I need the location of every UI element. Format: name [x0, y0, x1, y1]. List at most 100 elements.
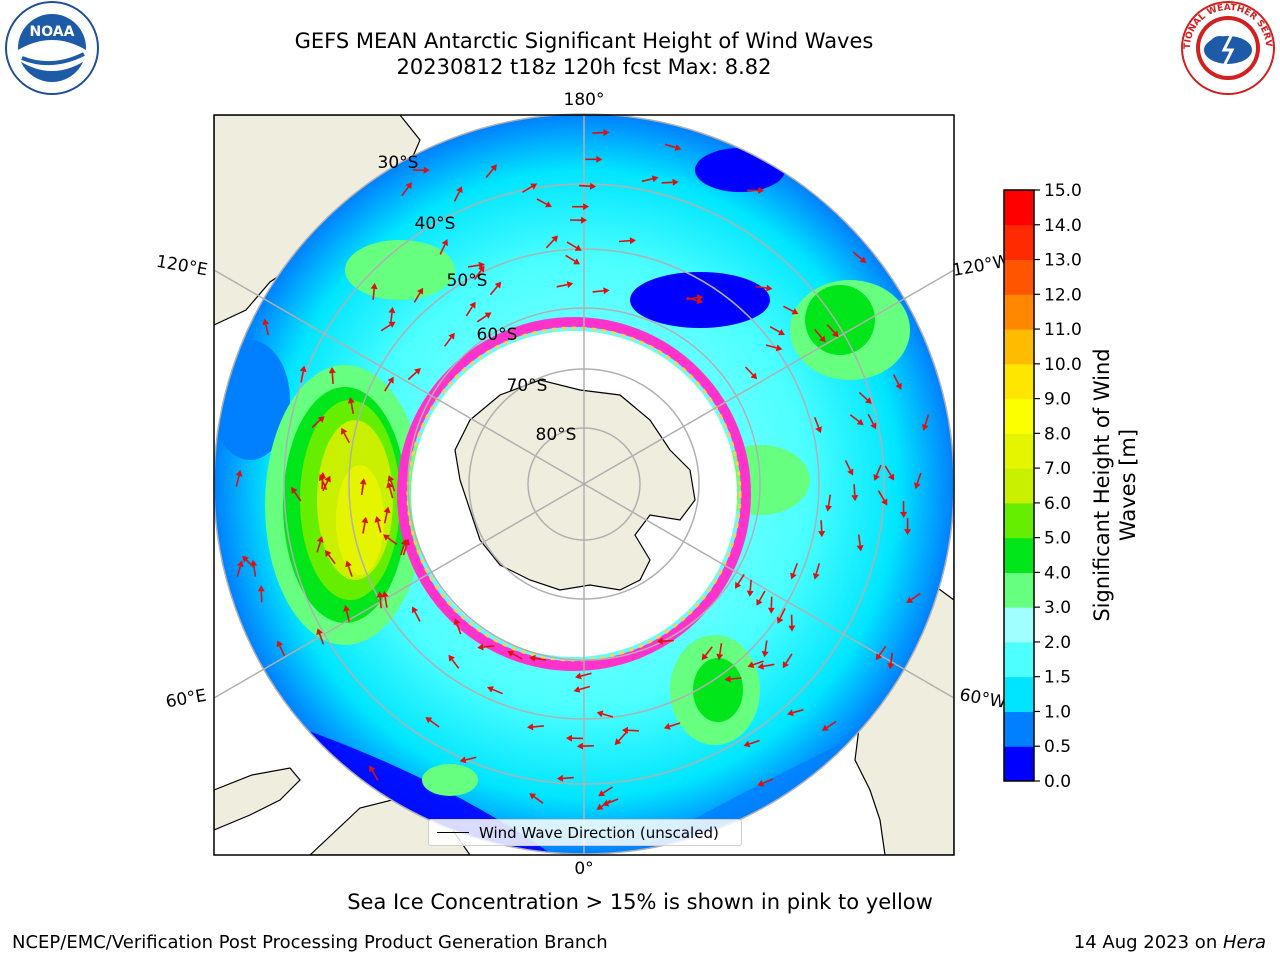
wave-arrow-shaft — [764, 640, 768, 652]
wave-arrow-head — [387, 475, 395, 482]
wave-arrow-shaft — [924, 414, 930, 426]
wave-arrow-head — [386, 481, 393, 489]
wave-arrow-head — [663, 723, 671, 730]
wave-arrow-shaft — [318, 633, 325, 645]
lon-label-60e: 60°E — [164, 686, 208, 713]
footer-date-text: 14 Aug 2023 on — [1073, 932, 1223, 953]
lat-label-70s: 70°S — [507, 376, 548, 396]
wave-arrow-shaft — [562, 776, 574, 780]
colorbar-block — [1004, 190, 1034, 226]
wave-arrow-shaft — [384, 381, 392, 392]
lat-label-60s: 60°S — [477, 325, 518, 345]
wave-arrow-head — [583, 203, 590, 211]
wave-arrow-head — [347, 397, 355, 404]
wave-arrow-head — [529, 654, 536, 662]
wave-arrow-head — [361, 516, 369, 524]
wave-arrow-head — [262, 318, 270, 326]
wave-arrow-shaft — [814, 328, 823, 339]
wave-arrow-head — [750, 372, 758, 380]
colorbar-block — [1004, 363, 1034, 400]
wave-arrow-head — [757, 780, 765, 787]
wave-arrow-head — [787, 709, 794, 717]
wave-arrow-head — [383, 534, 390, 541]
wave-arrow-shaft — [592, 290, 604, 293]
wave-arrow-head — [478, 261, 485, 269]
wave-arrow-head — [441, 239, 448, 246]
wave-arrow-head — [888, 473, 895, 481]
wave-arrow-shaft — [878, 645, 887, 656]
colorbar-block — [1004, 607, 1034, 643]
wave-arrow-shaft — [492, 688, 504, 695]
wave-arrow-shaft — [387, 537, 398, 545]
wave-arrow-shaft — [483, 645, 495, 648]
wave-arrow-head — [735, 581, 742, 589]
wave-arrow-head — [325, 550, 332, 557]
wave-arrow-shaft — [826, 324, 836, 334]
wave-arrow-head — [566, 734, 572, 742]
lon-label-120e: 120°E — [155, 252, 209, 281]
noaa-logo-text: NOAA — [30, 24, 75, 40]
wave-arrow-head — [324, 475, 331, 483]
wave-arrow-shaft — [566, 241, 577, 249]
colorbar-block — [1004, 329, 1034, 365]
wave-arrow-shaft — [360, 483, 364, 496]
colorbar-tick-label: 7.0 — [1044, 459, 1071, 479]
wave-arrow-head — [478, 265, 485, 273]
wave-arrow-head — [236, 560, 244, 568]
wave-arrow-shaft — [769, 326, 781, 333]
wave-arrow-shaft — [890, 652, 894, 664]
wave-arrow-head — [906, 596, 914, 603]
wave-arrow-head — [621, 726, 629, 734]
wave-arrow-head — [656, 637, 663, 645]
lat-label-40s: 40°S — [415, 214, 456, 234]
wave-arrow-head — [856, 418, 864, 426]
wave-arrow-head — [767, 607, 775, 614]
wave-arrow-shaft — [236, 565, 242, 577]
wave-arrow-shaft — [383, 512, 388, 524]
wave-arrow-shaft — [669, 722, 681, 728]
wave-arrow-head — [614, 738, 622, 746]
wave-arrow-head — [775, 344, 783, 352]
wave-arrow-shaft — [371, 770, 379, 781]
colorbar-label: Significant Height of Wind Waves [m] — [1090, 348, 1140, 622]
wave-arrow-shaft — [858, 391, 868, 401]
sea-ice-caption: Sea Ice Concentration > 15% is shown in … — [347, 890, 933, 914]
wave-arrow-head — [369, 765, 376, 773]
lon-label-180: 180° — [564, 90, 605, 110]
colorbar-tick-label: 11.0 — [1044, 320, 1082, 340]
wave-arrow-head — [851, 495, 859, 502]
wave-arrow-head — [815, 426, 822, 434]
wave-arrow-head — [602, 799, 610, 807]
wave-arrow-shaft — [618, 732, 627, 742]
wave-arrow-head — [900, 511, 908, 518]
colorbar-outline — [1003, 189, 1035, 782]
wave-arrow-shaft — [390, 480, 396, 492]
wave-arrow-shaft — [783, 305, 794, 313]
wave-arrow-head — [411, 606, 418, 614]
wave-arrow-head — [573, 686, 581, 693]
wave-arrow-head — [598, 790, 606, 797]
wave-arrow-head — [235, 470, 243, 477]
wave-arrow-head — [383, 506, 391, 514]
wave-arrow-shaft — [664, 143, 676, 149]
wave-arrow-head — [791, 308, 799, 315]
wave-arrow-head — [448, 654, 455, 662]
wave-arrow-shaft — [439, 244, 446, 255]
wave-arrow-head — [376, 591, 384, 598]
footer-machine: Hera — [1222, 932, 1266, 953]
colorbar-tick-label: 10.0 — [1044, 355, 1082, 375]
legend-label: Wind Wave Direction (unscaled) — [479, 823, 719, 842]
wave-arrow-shaft — [401, 186, 410, 197]
wave-arrow-shaft — [293, 491, 302, 502]
wave-arrow-head — [777, 616, 784, 624]
colorbar-block — [1004, 294, 1034, 330]
wave-arrow-head — [756, 598, 763, 606]
colorbar-tick-label: 15.0 — [1044, 181, 1082, 201]
wave-arrow-head — [566, 281, 574, 288]
wave-arrow-head — [574, 244, 582, 251]
wave-arrow-head — [870, 422, 877, 430]
wave-arrow-head — [387, 376, 394, 384]
wave-arrow-shaft — [765, 344, 777, 349]
wave-arrow-shaft — [556, 283, 568, 288]
wave-arrow-head — [527, 723, 534, 731]
